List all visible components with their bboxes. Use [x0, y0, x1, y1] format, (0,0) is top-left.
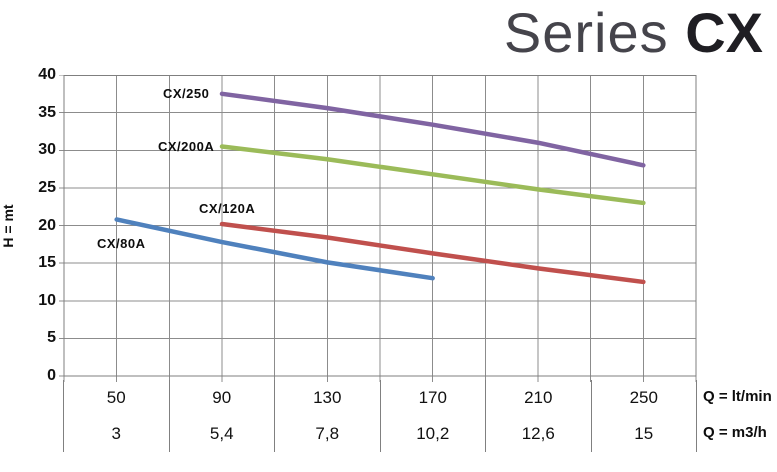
x-value-ltmin: 50: [63, 380, 169, 416]
y-tick-label: 30: [38, 141, 56, 159]
curve-cx-120a: [219, 221, 646, 285]
x-value-ltmin: 250: [590, 380, 697, 416]
x-value-m3h: 10,2: [379, 416, 486, 452]
page-title-bold: CX: [685, 1, 763, 64]
x-value-m3h: 5,4: [168, 416, 275, 452]
y-tick-label: 15: [38, 254, 56, 272]
page-title: Series CX: [504, 0, 763, 66]
y-tick-label: 35: [38, 103, 56, 121]
y-tick-label: 40: [38, 66, 56, 83]
y-tick-label: 0: [47, 367, 56, 384]
curve-label-cx200a: CX/200A: [158, 139, 215, 154]
x-value-m3h: 15: [590, 416, 697, 452]
x-value-m3h: 12,6: [485, 416, 591, 452]
x-axis-unit-ltmin: Q = lt/min: [703, 388, 772, 405]
curve-label-cx120a: CX/120A: [199, 201, 256, 216]
curve-label-cx80a: CX/80A: [97, 236, 146, 251]
x-axis-row-ltmin: 50 90 130 170 210 250: [63, 380, 697, 416]
x-axis-value-table: 50 90 130 170 210 250 3 5,4 7,8 10,2 12,6 15: [63, 380, 697, 452]
y-tick-label: 20: [38, 216, 56, 234]
page-title-light: Series: [503, 1, 669, 64]
y-tick-label: 5: [47, 329, 56, 347]
x-value-ltmin: 130: [274, 380, 380, 416]
x-value-m3h: 3: [63, 416, 169, 452]
curve-cx-250: [219, 91, 646, 168]
curve-cx-200a: [219, 144, 646, 206]
x-axis-row-m3h: 3 5,4 7,8 10,2 12,6 15: [63, 416, 697, 452]
title-space: [669, 1, 686, 64]
y-axis-tick-labels: 40 35 30 25 20 15 10 5 0: [0, 66, 56, 384]
y-tick-label: 25: [38, 178, 56, 196]
x-value-ltmin: 210: [485, 380, 591, 416]
x-value-ltmin: 170: [379, 380, 486, 416]
curve-cx-80a: [114, 217, 435, 281]
plot-border: [63, 74, 697, 377]
plot-area: [59, 74, 701, 387]
x-value-m3h: 7,8: [274, 416, 380, 452]
x-axis-unit-m3h: Q = m3/h: [703, 424, 767, 441]
y-tick-label: 10: [38, 291, 56, 309]
curve-label-cx250: CX/250: [163, 86, 210, 101]
plot-svg: [59, 74, 697, 382]
x-value-ltmin: 90: [168, 380, 275, 416]
